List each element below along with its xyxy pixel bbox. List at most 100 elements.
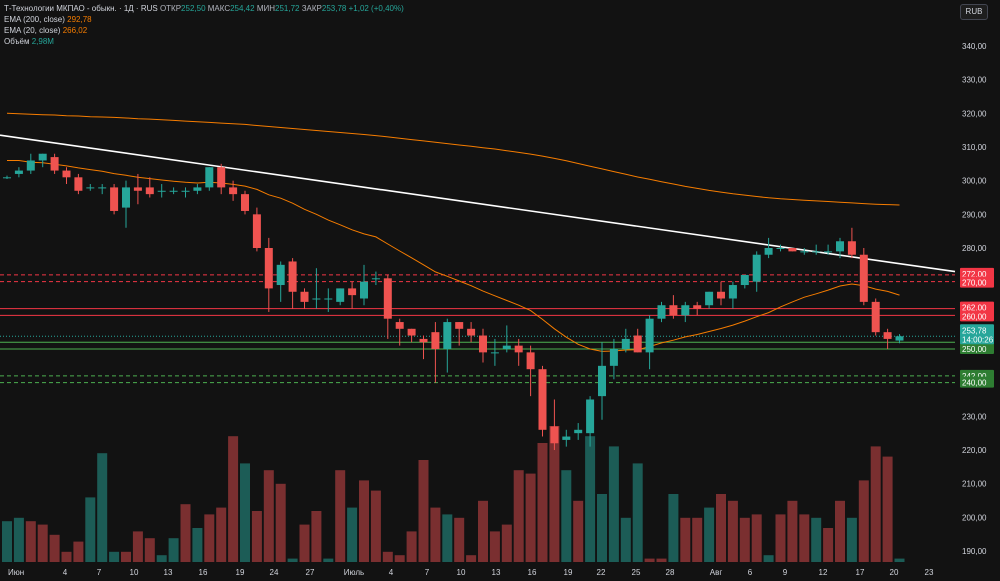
candle-body (467, 328, 476, 336)
volume-bar (692, 517, 703, 562)
candles-layer (3, 153, 904, 450)
candle-body (50, 157, 59, 171)
legend-volume-row[interactable]: Объём 2,98M (4, 36, 404, 47)
volume-bar (751, 514, 762, 562)
candle-body (157, 190, 166, 192)
time-axis-label: 13 (164, 568, 173, 577)
time-axis-label: 9 (783, 568, 788, 577)
volume-bar (97, 453, 108, 562)
candle-body (383, 278, 392, 319)
candle-body (479, 335, 487, 353)
levels-layer (0, 274, 955, 384)
support-price-tag: 240,00 (962, 379, 987, 388)
volume-bar (287, 558, 298, 562)
ema20-value: 266,02 (62, 26, 88, 35)
ema-layer (6, 112, 900, 352)
candle-body (824, 251, 833, 253)
volume-bar (775, 514, 786, 562)
candle-body (98, 187, 107, 189)
time-axis[interactable]: Июн 4 7 10 13 16 19 24 27 Июль 4 7 10 13 16 19 22 25 28 Авг… (8, 568, 934, 577)
legend-symbol-row[interactable]: Т-Технологии МКПАО - обыкн. · 1Д · RUS О… (4, 3, 404, 14)
volume-bar (656, 558, 667, 562)
volume-bar (620, 517, 631, 562)
volume-bar (25, 521, 36, 562)
volume-bar (525, 473, 536, 562)
time-axis-label: 20 (890, 568, 899, 577)
volume-bar (644, 558, 655, 562)
candle-body (764, 248, 773, 255)
time-axis-label: 25 (632, 568, 641, 577)
ema20-label[interactable]: EMA (20, close) (4, 26, 61, 35)
close-label: ЗАКР (301, 4, 322, 13)
time-axis-label: 7 (425, 568, 430, 577)
price-axis-label: 340,00 (962, 42, 987, 51)
candle-body (38, 153, 47, 161)
volume-bar (335, 470, 346, 562)
change-value: +1,02 (+0,40%) (348, 4, 404, 13)
candle-body (229, 187, 238, 195)
volume-bar (846, 517, 857, 562)
volume-bar (454, 517, 465, 562)
candle-body (752, 254, 761, 282)
time-axis-label: 16 (199, 568, 208, 577)
resistance-price-tag: 262,00 (962, 304, 987, 313)
support-price-tag-bg (960, 376, 994, 388)
candle-body (490, 352, 499, 354)
legend-ema200-row[interactable]: EMA (200, close) 292,78 (4, 14, 404, 25)
ema200-label[interactable]: EMA (200, close) (4, 15, 65, 24)
low-label: МИН (256, 4, 276, 13)
candle-body (812, 251, 821, 253)
symbol-title[interactable]: Т-Технологии МКПАО - обыкн. · 1Д · RUS (4, 4, 158, 13)
candle-body (3, 177, 11, 179)
volume-bar (37, 524, 48, 562)
volume-bar (894, 558, 905, 562)
volume-bar (585, 436, 596, 562)
resistance-price-tag: 272,00 (962, 270, 987, 279)
time-axis-label: 16 (528, 568, 537, 577)
volume-bar (680, 517, 691, 562)
volume-label[interactable]: Объём (4, 37, 30, 46)
price-axis-label: 320,00 (962, 109, 987, 118)
open-value: 252,50 (181, 4, 206, 13)
volume-bar (109, 551, 120, 562)
time-axis-label: 17 (856, 568, 865, 577)
volume-bar (121, 551, 131, 562)
candle-body (621, 338, 630, 349)
volume-bar (2, 521, 12, 562)
time-axis-label: 10 (457, 568, 466, 577)
volume-bar (394, 555, 405, 562)
candle-body (443, 322, 452, 349)
candle-body (74, 177, 83, 191)
volume-bar (347, 507, 358, 562)
volume-bar (275, 483, 286, 562)
volume-bar (823, 528, 834, 562)
candle-body (586, 399, 595, 434)
time-axis-label: 19 (236, 568, 245, 577)
volume-bar (61, 551, 72, 562)
price-axis-label: 290,00 (962, 210, 987, 219)
candle-body (526, 352, 535, 370)
candle-body (300, 291, 309, 302)
candle-body (788, 248, 797, 252)
time-axis-label: 7 (97, 568, 102, 577)
currency-button[interactable]: RUB (960, 4, 988, 20)
volume-bar (632, 463, 643, 562)
candle-body (312, 298, 321, 300)
candle-body (14, 170, 23, 174)
resistance-price-tag: 270,00 (962, 279, 987, 288)
candle-body (609, 349, 618, 366)
volume-bar (513, 470, 524, 562)
volume-bar (192, 528, 203, 562)
legend-ema20-row[interactable]: EMA (20, close) 266,02 (4, 25, 404, 36)
candle-body (169, 190, 178, 192)
close-value: 253,78 (321, 4, 347, 13)
volume-bar (370, 490, 381, 562)
resistance-price-tag-bg (960, 267, 994, 279)
candle-body (847, 241, 856, 255)
resistance-price-tag-bg (960, 301, 994, 313)
volume-bar (228, 436, 239, 562)
candle-body (502, 345, 511, 349)
candle-body (288, 261, 297, 292)
volume-bar (597, 494, 607, 562)
